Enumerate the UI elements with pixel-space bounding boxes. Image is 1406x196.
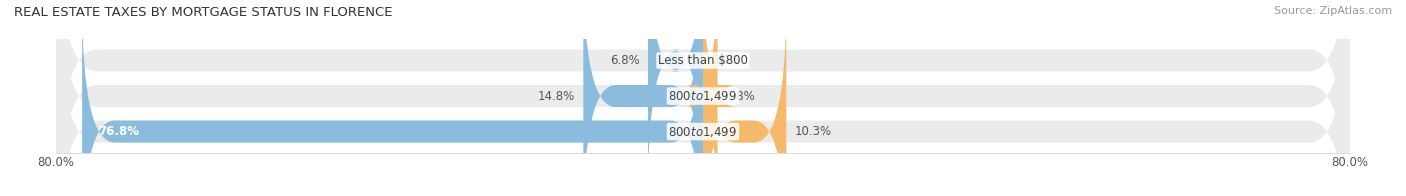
Text: 6.8%: 6.8% [610,54,640,67]
Text: REAL ESTATE TAXES BY MORTGAGE STATUS IN FLORENCE: REAL ESTATE TAXES BY MORTGAGE STATUS IN … [14,6,392,19]
Text: 76.8%: 76.8% [98,125,139,138]
Text: Source: ZipAtlas.com: Source: ZipAtlas.com [1274,6,1392,16]
Text: 14.8%: 14.8% [538,90,575,103]
FancyBboxPatch shape [685,0,735,196]
Text: Less than $800: Less than $800 [658,54,748,67]
FancyBboxPatch shape [583,0,703,196]
Text: 1.8%: 1.8% [725,90,755,103]
FancyBboxPatch shape [82,0,703,196]
FancyBboxPatch shape [56,0,1350,196]
FancyBboxPatch shape [56,0,1350,196]
FancyBboxPatch shape [703,0,786,196]
Text: $800 to $1,499: $800 to $1,499 [668,125,738,139]
Text: 10.3%: 10.3% [794,125,831,138]
Text: 0.0%: 0.0% [711,54,741,67]
FancyBboxPatch shape [648,0,703,192]
FancyBboxPatch shape [56,0,1350,196]
Text: $800 to $1,499: $800 to $1,499 [668,89,738,103]
